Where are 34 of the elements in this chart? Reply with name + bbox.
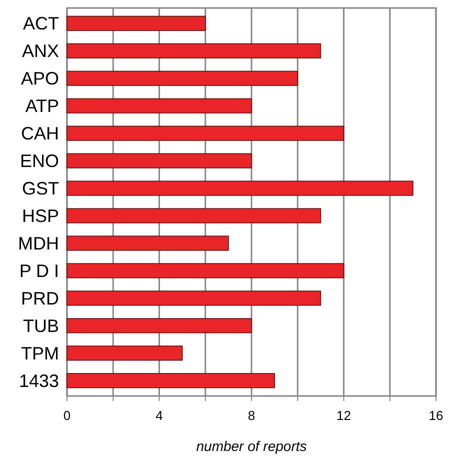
bar <box>66 16 206 31</box>
y-tick-label: TUB <box>23 316 59 336</box>
y-tick-label: ACT <box>23 14 60 34</box>
y-tick-label: GST <box>22 178 59 199</box>
y-tick-label: HSP <box>22 206 59 226</box>
bar <box>66 373 275 388</box>
y-tick-label: MDH <box>18 234 59 254</box>
bar <box>66 153 252 168</box>
bar <box>66 43 322 58</box>
x-tick-label: 12 <box>336 408 351 423</box>
y-tick-label: ENO <box>20 151 59 172</box>
y-tick-label: ATP <box>25 96 59 116</box>
x-tick-label: 0 <box>63 408 71 423</box>
y-tick-label: ANX <box>22 41 59 62</box>
bar <box>66 208 322 224</box>
bar <box>66 180 414 196</box>
bar <box>66 98 252 114</box>
y-tick-label: APO <box>20 68 59 89</box>
x-tick-label: 16 <box>428 408 444 423</box>
y-tick-label: TPM <box>21 343 59 364</box>
y-tick-label: P D I <box>19 260 59 281</box>
x-tick-label: 4 <box>156 408 163 423</box>
bar <box>66 290 322 306</box>
x-tick-label: 8 <box>248 408 256 423</box>
y-tick-label: CAH <box>20 124 59 144</box>
y-tick-label: PRD <box>20 288 59 308</box>
bar <box>66 318 252 334</box>
bar <box>66 70 298 86</box>
bar <box>66 236 229 251</box>
y-tick-label: 1433 <box>18 370 59 391</box>
bar <box>66 346 183 361</box>
bar <box>66 126 344 141</box>
bar <box>66 263 344 278</box>
x-axis-title: number of reports <box>196 438 307 454</box>
